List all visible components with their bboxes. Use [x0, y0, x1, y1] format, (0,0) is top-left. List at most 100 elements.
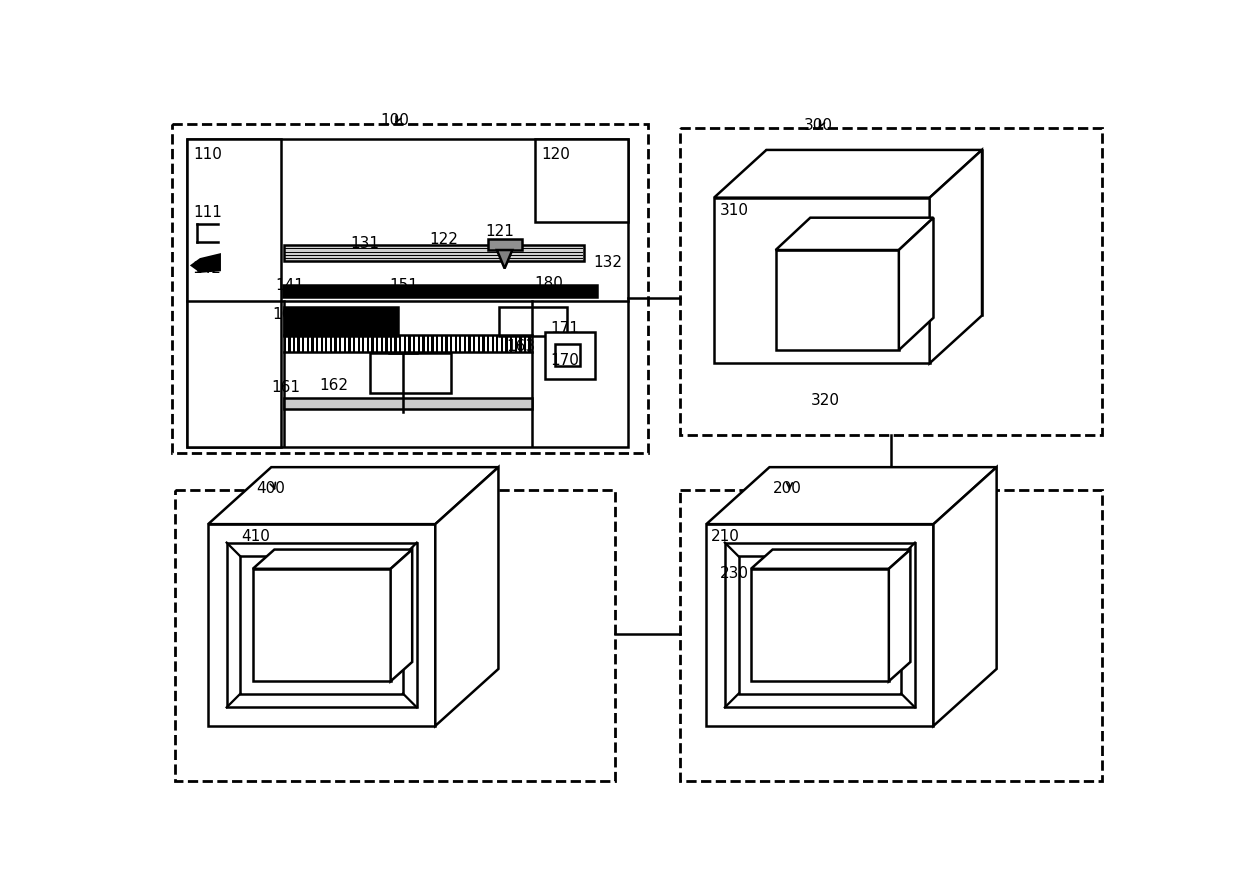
Polygon shape: [776, 250, 899, 350]
Bar: [422, 335, 424, 352]
Bar: [556, 344, 580, 366]
Bar: [477, 335, 480, 352]
Text: 180: 180: [534, 276, 563, 291]
Bar: [520, 335, 522, 352]
Bar: [404, 335, 405, 352]
Text: 142: 142: [192, 261, 221, 276]
Bar: [372, 335, 373, 352]
Bar: [528, 335, 531, 352]
Polygon shape: [253, 569, 391, 681]
Bar: [472, 335, 475, 352]
Text: 110: 110: [193, 147, 222, 162]
Polygon shape: [934, 467, 997, 726]
Polygon shape: [208, 524, 435, 726]
Bar: [321, 335, 322, 352]
Text: 164: 164: [272, 307, 301, 322]
Bar: [523, 335, 526, 352]
Text: 141: 141: [275, 278, 304, 293]
Bar: [367, 335, 370, 352]
Text: 310: 310: [720, 203, 749, 218]
Bar: [394, 335, 397, 352]
Bar: [739, 556, 901, 693]
Bar: [491, 335, 494, 352]
Bar: [501, 335, 503, 352]
Bar: [445, 335, 448, 352]
Text: 111: 111: [193, 206, 222, 221]
Bar: [381, 335, 383, 352]
Text: 120: 120: [542, 147, 570, 162]
Text: 100: 100: [379, 113, 409, 128]
Text: 163: 163: [506, 339, 536, 354]
Polygon shape: [766, 150, 982, 315]
Bar: [293, 335, 295, 352]
Bar: [330, 335, 332, 352]
Bar: [469, 335, 471, 352]
Bar: [440, 335, 443, 352]
Bar: [464, 335, 466, 352]
Text: 230: 230: [720, 567, 749, 581]
Polygon shape: [192, 255, 219, 271]
Text: 122: 122: [429, 232, 458, 247]
Bar: [427, 335, 429, 352]
Text: 400: 400: [257, 481, 285, 496]
Text: 220: 220: [781, 615, 813, 633]
Bar: [506, 335, 507, 352]
Text: 131: 131: [351, 236, 379, 251]
Polygon shape: [391, 549, 412, 681]
Text: 171: 171: [551, 321, 579, 336]
Text: 210: 210: [711, 529, 740, 544]
Bar: [389, 335, 392, 352]
Bar: [487, 335, 490, 352]
Bar: [725, 543, 915, 708]
Polygon shape: [776, 218, 934, 250]
Bar: [515, 335, 517, 352]
Polygon shape: [899, 218, 934, 350]
Text: 320: 320: [811, 393, 839, 409]
Bar: [298, 335, 300, 352]
Bar: [536, 139, 627, 222]
Polygon shape: [714, 198, 930, 363]
Polygon shape: [253, 549, 412, 569]
Bar: [353, 335, 355, 352]
Bar: [227, 543, 417, 708]
Bar: [284, 307, 398, 336]
Bar: [288, 335, 290, 352]
Polygon shape: [889, 549, 910, 681]
Bar: [544, 332, 595, 379]
Bar: [357, 335, 360, 352]
Text: 162: 162: [320, 378, 348, 392]
Bar: [436, 335, 439, 352]
Bar: [432, 335, 434, 352]
Bar: [187, 139, 627, 447]
Text: 200: 200: [773, 481, 801, 496]
Bar: [399, 335, 402, 352]
Polygon shape: [208, 467, 498, 524]
Bar: [455, 335, 456, 352]
Bar: [487, 239, 522, 250]
Text: 170: 170: [551, 353, 579, 368]
Bar: [284, 398, 532, 409]
Text: 420: 420: [274, 567, 303, 581]
Text: 151: 151: [389, 278, 418, 293]
Bar: [343, 335, 346, 352]
Polygon shape: [707, 524, 934, 726]
Bar: [325, 335, 327, 352]
Bar: [339, 335, 341, 352]
Bar: [362, 335, 365, 352]
Bar: [376, 335, 378, 352]
Polygon shape: [497, 250, 512, 269]
Bar: [303, 335, 304, 352]
Text: 132: 132: [593, 255, 622, 270]
Bar: [187, 139, 281, 447]
Polygon shape: [707, 467, 997, 524]
Polygon shape: [930, 150, 982, 363]
Bar: [284, 335, 286, 352]
Bar: [316, 335, 319, 352]
Bar: [172, 124, 647, 453]
Bar: [306, 335, 309, 352]
Bar: [681, 128, 1102, 435]
Bar: [496, 335, 498, 352]
Bar: [370, 353, 450, 393]
Text: 300: 300: [804, 118, 832, 134]
Bar: [482, 335, 485, 352]
